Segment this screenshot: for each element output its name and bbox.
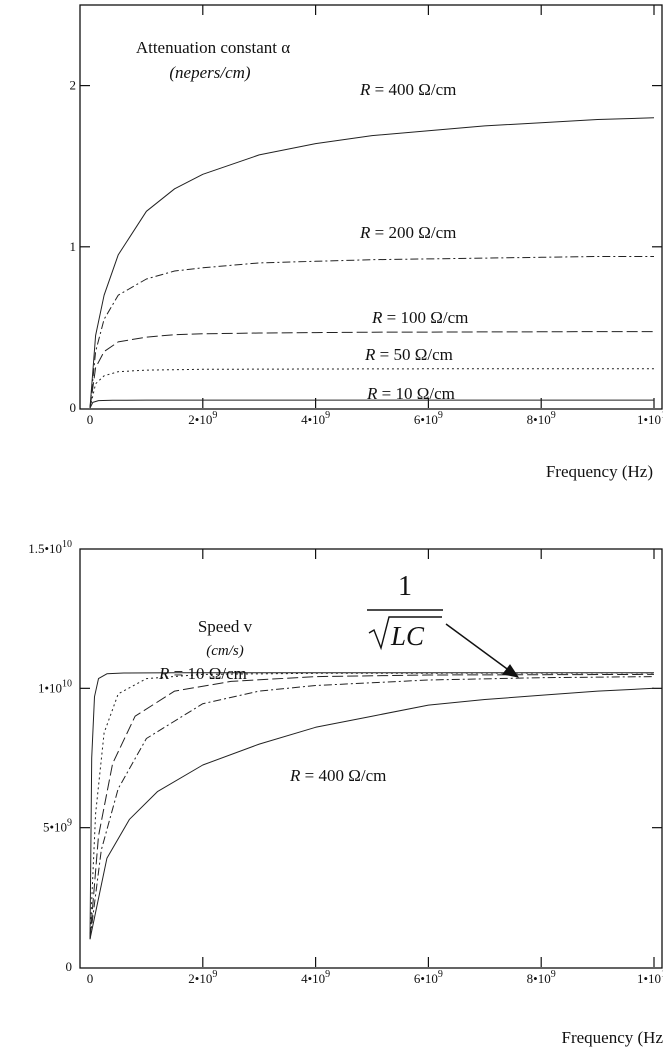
x-tick-label: 8•109: [527, 969, 556, 986]
annotation-r10: R = 10 Ω/cm: [158, 664, 247, 683]
series-line-2: [89, 672, 655, 940]
series-line-4: [89, 368, 654, 409]
series-label-r10: R = 10 Ω/cm: [366, 384, 455, 403]
y-tick-label: 1.5•1010: [28, 539, 72, 556]
y-tick-label: 2: [70, 78, 77, 93]
x-tick-label: 4•109: [301, 969, 330, 986]
y-tick-label: 0: [66, 959, 73, 974]
x-tick-label: 6•109: [414, 410, 443, 427]
tick-labels: 0 2•109 4•109 6•109 8•109 1•1010 0 1 2: [70, 78, 663, 427]
formula-denominator: LC: [390, 621, 425, 651]
x-tick-label: 6•109: [414, 969, 443, 986]
y-tick-label: 5•109: [43, 818, 72, 835]
x-tick-label: 1•1010: [637, 410, 663, 427]
series-group: [89, 672, 655, 940]
y-tick-label: 1: [70, 239, 77, 254]
x-tick-label: 2•109: [188, 410, 217, 427]
tick-labels: 0 2•109 4•109 6•109 8•109 1•1010 0 5•109 1•1010 1…: [28, 539, 663, 986]
x-tick-label: 8•109: [527, 410, 556, 427]
x-tick-label: 0: [87, 971, 94, 986]
annotation-r400: R = 400 Ω/cm: [289, 766, 386, 785]
series-line-1: [89, 672, 654, 940]
series-group: [89, 117, 655, 409]
series-line-2: [89, 256, 654, 409]
attenuation-chart: 0 2•109 4•109 6•109 8•109 1•1010 0 1 2 Attenuati…: [70, 4, 663, 481]
x-tick-label: 4•109: [301, 410, 330, 427]
series-line-5: [89, 687, 655, 940]
series-line-3: [89, 331, 654, 409]
series-line-3: [89, 673, 655, 940]
chart-title: Attenuation constant α: [136, 38, 290, 57]
chart-title-units: (cm/s): [206, 643, 244, 659]
chart-title: Speed v: [198, 617, 253, 636]
plot-frame: [79, 548, 663, 969]
x-tick-label: 2•109: [188, 969, 217, 986]
series-label-r200: R = 200 Ω/cm: [359, 223, 456, 242]
series-line-4: [89, 676, 655, 940]
series-line-5: [89, 399, 654, 409]
speed-formula: 1 LC: [367, 571, 443, 651]
x-axis-title: Frequency (Hz): [546, 462, 653, 481]
series-label-r50: R = 50 Ω/cm: [364, 345, 453, 364]
formula-arrow: [445, 623, 520, 678]
x-tick-label: 1•1010: [637, 969, 663, 986]
formula-numerator: 1: [398, 571, 412, 602]
series-line-1: [89, 117, 655, 409]
plot-frame: [79, 4, 663, 410]
axis-ticks: [80, 549, 662, 967]
y-tick-label: 0: [70, 400, 77, 415]
formula-radical: [368, 616, 442, 651]
series-label-r100: R = 100 Ω/cm: [371, 308, 468, 327]
series-label-r400: R = 400 Ω/cm: [359, 80, 456, 99]
chart-title-units: (nepers/cm): [169, 63, 251, 82]
x-tick-label: 0: [87, 412, 94, 427]
y-tick-label: 1•1010: [38, 678, 72, 695]
speed-chart: 0 2•109 4•109 6•109 8•109 1•1010 0 5•109 1•1010 1…: [28, 539, 663, 1047]
x-axis-title: Frequency (Hz: [562, 1028, 663, 1047]
